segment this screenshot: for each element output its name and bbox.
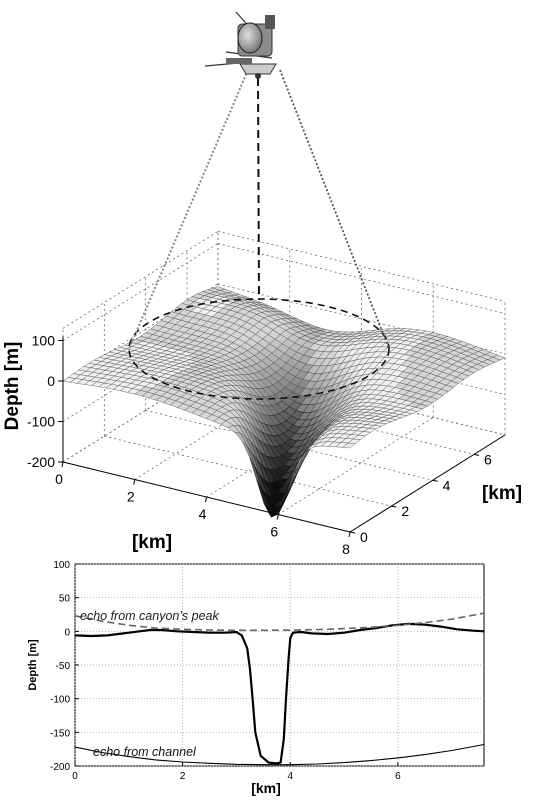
seafloor-surface <box>62 286 506 518</box>
y-axis-label: [km] <box>482 483 522 504</box>
y-tick-label-2d: -100 <box>50 695 70 706</box>
x-axis-label: [km] <box>132 532 172 553</box>
y-tick-label: 4 <box>443 477 451 493</box>
right-ray <box>279 69 390 350</box>
y-tick-label-2d: 50 <box>59 594 71 605</box>
z-tick-label: -200 <box>27 454 55 470</box>
y-tick-label-2d: -50 <box>56 661 71 672</box>
echo-channel-line <box>74 743 485 766</box>
x-tick-label: 0 <box>55 471 63 487</box>
y-axis-label-2d: Depth [m] <box>27 639 39 691</box>
ticks-2d: 0 2 4 6 100 50 0 -50 -100 -150 -200 <box>50 560 401 782</box>
x-tick-label-2d: 0 <box>72 771 78 782</box>
x-tick <box>61 461 64 468</box>
echo-channel-label: echo from channel <box>93 745 197 759</box>
x-tick <box>276 514 279 520</box>
y-tick <box>349 531 356 534</box>
radar-rays <box>128 69 390 350</box>
x-axis-label-2d: [km] <box>251 780 281 796</box>
series <box>74 612 485 766</box>
x-tick <box>348 531 351 538</box>
left-ray <box>128 69 249 350</box>
x-tick-label-2d: 4 <box>287 771 293 782</box>
x-tick-label: 2 <box>127 489 135 505</box>
x-tick-label-2d: 2 <box>180 771 186 782</box>
satellite-icon <box>204 11 277 79</box>
y-tick <box>391 505 397 508</box>
z-tick-label: 100 <box>32 333 56 349</box>
x-tick <box>205 496 207 503</box>
echo-peak-label: echo from canyon’s peak <box>80 609 219 623</box>
surface-face <box>342 442 356 449</box>
profile-plot-2d: 0 2 4 6 100 50 0 -50 -100 -150 -200 echo from cany… <box>27 560 485 796</box>
y-tick-label-2d: 0 <box>64 627 70 638</box>
y-tick-label: 2 <box>401 503 409 519</box>
x-tick <box>133 479 136 485</box>
y-tick-label: 0 <box>360 529 368 545</box>
z-axis-label: Depth [m] <box>2 342 23 431</box>
z-tick-label: -100 <box>27 414 55 430</box>
x-tick-label: 6 <box>270 524 278 540</box>
y-tick-label-2d: -150 <box>50 728 70 739</box>
x-tick-label: 8 <box>342 541 350 557</box>
y-tick <box>473 453 480 456</box>
echo-peak-line <box>74 612 485 632</box>
y-tick-label: 6 <box>484 451 492 467</box>
nadir-ray <box>257 77 260 301</box>
z-tick-label: 0 <box>47 373 55 389</box>
y-axis-line <box>349 434 506 533</box>
gridlines <box>74 563 484 767</box>
y-tick-label-2d: 100 <box>53 560 70 571</box>
x-tick-label: 4 <box>199 506 207 522</box>
y-tick <box>432 479 438 482</box>
y-tick-label-2d: -200 <box>50 762 70 773</box>
x-tick-label-2d: 6 <box>395 771 401 782</box>
